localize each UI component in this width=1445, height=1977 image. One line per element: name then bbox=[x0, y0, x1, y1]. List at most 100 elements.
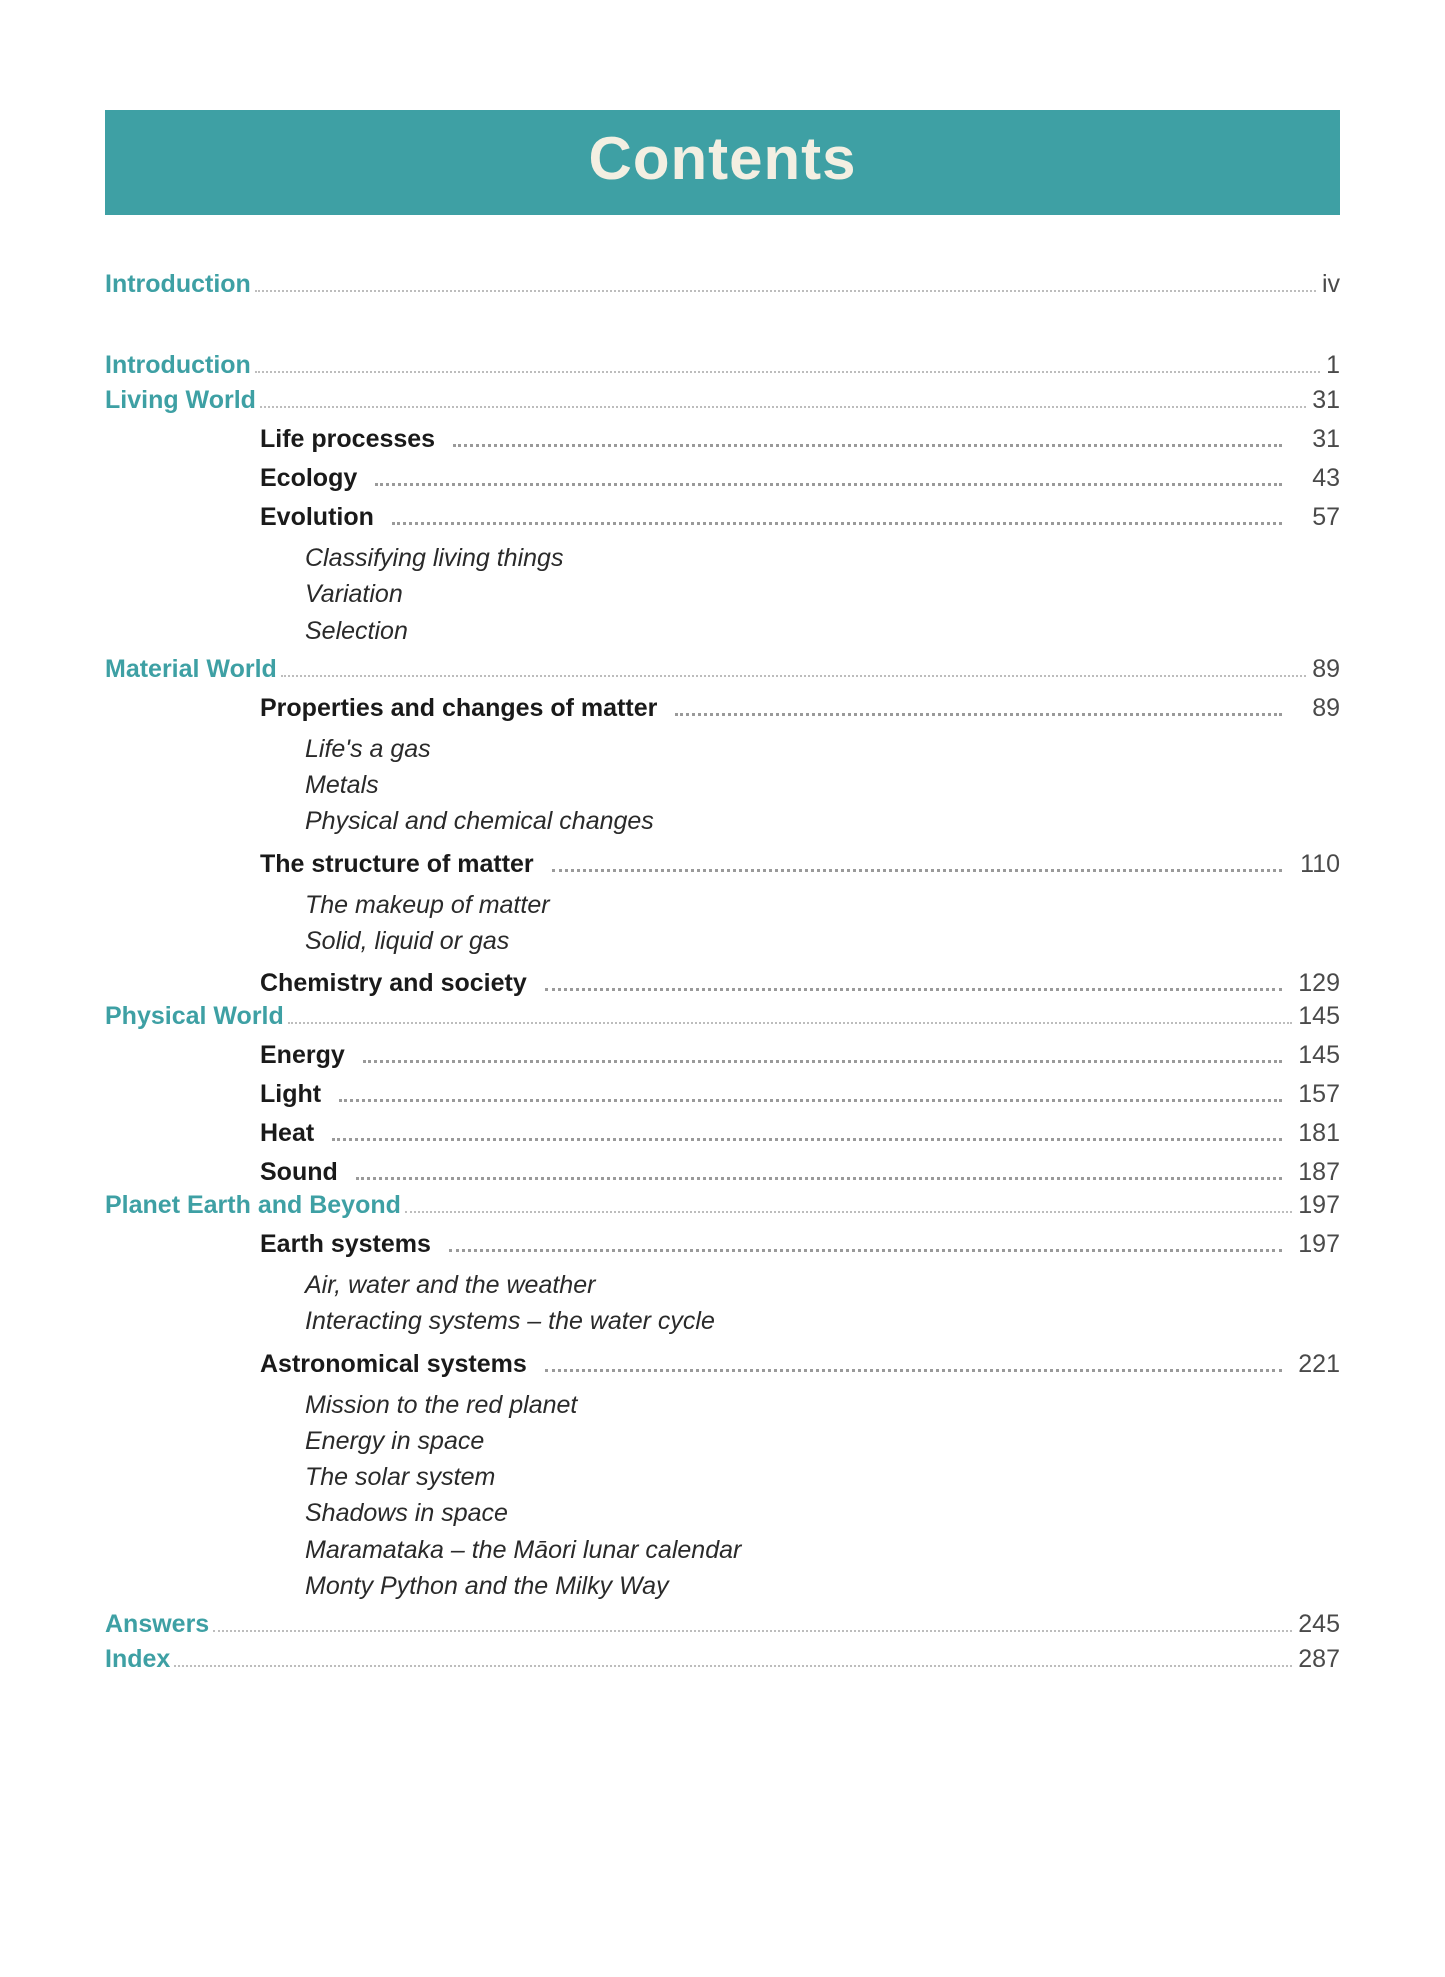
section-page: 89 bbox=[1312, 655, 1340, 684]
dot-leader bbox=[675, 701, 1282, 715]
chapter-label: Energy bbox=[260, 1041, 359, 1070]
topic-list: Air, water and the weatherInteracting sy… bbox=[105, 1267, 1340, 1340]
toc-chapter-row: Light 157 bbox=[105, 1080, 1340, 1109]
title-bar: Contents bbox=[105, 110, 1340, 215]
toc-section-row: Material World 89 bbox=[105, 655, 1340, 684]
dot-leader bbox=[288, 1010, 1293, 1024]
section-label: Living World bbox=[105, 386, 256, 415]
dot-leader bbox=[332, 1127, 1282, 1141]
topic-list: Mission to the red planetEnergy in space… bbox=[105, 1387, 1340, 1605]
toc-section-row: Index 287 bbox=[105, 1645, 1340, 1674]
toc-chapter-row: Life processes 31 bbox=[105, 425, 1340, 454]
topic-item: The makeup of matter bbox=[305, 887, 1340, 923]
section-page: 145 bbox=[1298, 1002, 1340, 1031]
section-page: 31 bbox=[1312, 386, 1340, 415]
toc-chapter-row: Sound187 bbox=[105, 1158, 1340, 1187]
chapter-label: Evolution bbox=[260, 503, 388, 532]
toc-main: Introduction1Living World31Life processe… bbox=[105, 351, 1340, 1674]
section-page: 287 bbox=[1298, 1645, 1340, 1674]
topic-item: Variation bbox=[305, 576, 1340, 612]
topic-item: Life's a gas bbox=[305, 731, 1340, 767]
topic-item: Metals bbox=[305, 767, 1340, 803]
dot-leader bbox=[392, 511, 1282, 525]
chapter-page: 110 bbox=[1288, 850, 1340, 879]
chapter-page: 221 bbox=[1288, 1350, 1340, 1379]
section-page: 245 bbox=[1298, 1610, 1340, 1639]
topic-list: The makeup of matterSolid, liquid or gas bbox=[105, 887, 1340, 960]
dot-leader bbox=[260, 394, 1306, 408]
topic-item: Solid, liquid or gas bbox=[305, 923, 1340, 959]
topic-item: Energy in space bbox=[305, 1423, 1340, 1459]
dot-leader bbox=[363, 1049, 1282, 1063]
topic-item: Shadows in space bbox=[305, 1495, 1340, 1531]
section-label: Index bbox=[105, 1645, 170, 1674]
toc-section-row: Answers 245 bbox=[105, 1610, 1340, 1639]
topic-item: Maramataka – the Māori lunar calendar bbox=[305, 1532, 1340, 1568]
dot-leader bbox=[552, 857, 1282, 871]
topic-item: Physical and chemical changes bbox=[305, 803, 1340, 839]
toc-section-row: Introduction iv bbox=[105, 270, 1340, 299]
topic-item: Air, water and the weather bbox=[305, 1267, 1340, 1303]
dot-leader bbox=[405, 1199, 1292, 1213]
dot-leader bbox=[255, 278, 1316, 292]
section-label: Answers bbox=[105, 1610, 209, 1639]
toc-section-row: Living World 31 bbox=[105, 386, 1340, 415]
contents-page: Contents Introduction iv Introduction 1 Li… bbox=[0, 0, 1445, 1740]
topic-list: Classifying living thingsVariationSelect… bbox=[105, 540, 1340, 649]
toc-chapter-row: The structure of matter 110 bbox=[105, 850, 1340, 879]
section-page: 197 bbox=[1298, 1191, 1340, 1220]
chapter-label: Ecology bbox=[260, 464, 371, 493]
topic-item: Monty Python and the Milky Way bbox=[305, 1568, 1340, 1604]
chapter-page: 187 bbox=[1288, 1158, 1340, 1187]
chapter-page: 31 bbox=[1288, 425, 1340, 454]
dot-leader bbox=[449, 1238, 1282, 1252]
topic-item: Mission to the red planet bbox=[305, 1387, 1340, 1423]
dot-leader bbox=[255, 359, 1320, 373]
section-page: 1 bbox=[1326, 351, 1340, 380]
dot-leader bbox=[545, 1357, 1282, 1371]
chapter-page: 181 bbox=[1288, 1119, 1340, 1148]
chapter-page: 57 bbox=[1288, 503, 1340, 532]
dot-leader bbox=[213, 1618, 1292, 1632]
section-label: Planet Earth and Beyond bbox=[105, 1191, 401, 1220]
chapter-label: Chemistry and society bbox=[260, 969, 541, 998]
toc-chapter-row: Earth systems197 bbox=[105, 1230, 1340, 1259]
toc-section-row: Physical World 145 bbox=[105, 1002, 1340, 1031]
topic-item: Classifying living things bbox=[305, 540, 1340, 576]
toc-chapter-row: Heat 181 bbox=[105, 1119, 1340, 1148]
section-label: Physical World bbox=[105, 1002, 284, 1031]
toc-section-row: Introduction 1 bbox=[105, 351, 1340, 380]
dot-leader bbox=[174, 1653, 1292, 1667]
dot-leader bbox=[545, 977, 1282, 991]
chapter-page: 43 bbox=[1288, 464, 1340, 493]
chapter-page: 145 bbox=[1288, 1041, 1340, 1070]
toc-chapter-row: Astronomical systems 221 bbox=[105, 1350, 1340, 1379]
dot-leader bbox=[356, 1166, 1282, 1180]
chapter-label: The structure of matter bbox=[260, 850, 548, 879]
toc-chapter-row: Chemistry and society129 bbox=[105, 969, 1340, 998]
topic-list: Life's a gasMetalsPhysical and chemical … bbox=[105, 731, 1340, 840]
toc-chapter-row: Evolution 57 bbox=[105, 503, 1340, 532]
chapter-label: Life processes bbox=[260, 425, 449, 454]
chapter-label: Properties and changes of matter bbox=[260, 694, 671, 723]
section-label: Introduction bbox=[105, 351, 251, 380]
page-title: Contents bbox=[105, 124, 1340, 193]
section-page: iv bbox=[1322, 270, 1340, 299]
chapter-label: Earth systems bbox=[260, 1230, 445, 1259]
toc-chapter-row: Energy 145 bbox=[105, 1041, 1340, 1070]
topic-item: Selection bbox=[305, 613, 1340, 649]
topic-item: Interacting systems – the water cycle bbox=[305, 1303, 1340, 1339]
topic-item: The solar system bbox=[305, 1459, 1340, 1495]
section-label: Material World bbox=[105, 655, 277, 684]
chapter-label: Astronomical systems bbox=[260, 1350, 541, 1379]
chapter-label: Light bbox=[260, 1080, 335, 1109]
dot-leader bbox=[281, 662, 1306, 676]
toc-preface-block: Introduction iv bbox=[105, 270, 1340, 299]
dot-leader bbox=[339, 1088, 1282, 1102]
chapter-label: Heat bbox=[260, 1119, 328, 1148]
section-label: Introduction bbox=[105, 270, 251, 299]
chapter-page: 89 bbox=[1288, 694, 1340, 723]
toc-chapter-row: Ecology 43 bbox=[105, 464, 1340, 493]
dot-leader bbox=[453, 433, 1282, 447]
chapter-page: 157 bbox=[1288, 1080, 1340, 1109]
